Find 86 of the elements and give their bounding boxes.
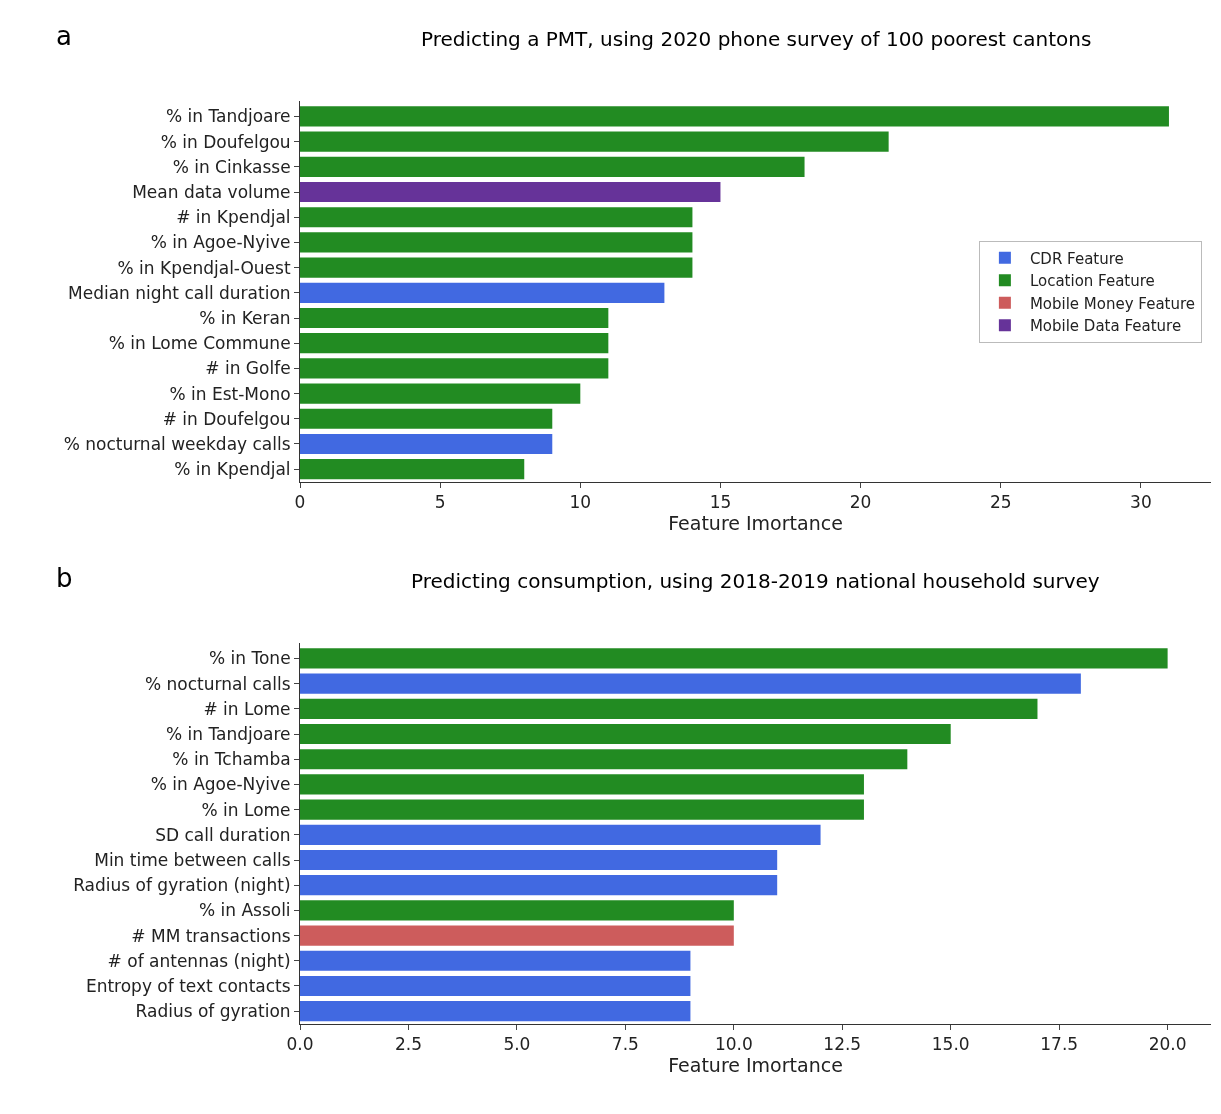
chart-title: Predicting a PMT, using 2020 phone survey of 100 poorest cantons	[421, 27, 1092, 51]
y-tick-label: % in Lome	[201, 799, 291, 820]
bar	[300, 282, 665, 303]
legend-label: Mobile Money Feature	[1029, 294, 1196, 313]
y-tick-label: % in Tandjoare	[165, 106, 291, 127]
bar	[300, 232, 693, 253]
x-tick-label: 30	[1130, 492, 1152, 513]
x-tick-label: 5.0	[503, 1034, 531, 1055]
y-tick-label: % in Lome Commune	[108, 333, 291, 354]
x-tick-label: 20	[849, 492, 872, 513]
bar	[300, 181, 721, 203]
y-tick-label: Mean data volume	[132, 181, 291, 202]
chart-title: Predicting consumption, using 2018-2019 national household survey	[411, 569, 1100, 593]
x-tick-label: 10.0	[714, 1034, 753, 1055]
y-tick-label: # in Golfe	[205, 358, 291, 379]
y-tick-label: Entropy of text contacts	[85, 975, 291, 996]
y-tick-label: % in Tandjoare	[165, 723, 291, 744]
bar	[300, 131, 889, 152]
x-tick-label: 2.5	[394, 1034, 422, 1055]
y-tick-label: # in Doufelgou	[162, 408, 291, 429]
y-tick-label: % in Tone	[209, 648, 291, 669]
y-tick-label: # in Lome	[203, 698, 291, 719]
x-tick-label: 17.5	[1040, 1034, 1079, 1055]
y-tick-label: Radius of gyration	[135, 1001, 291, 1022]
y-tick-label: % in Kpendjal	[174, 459, 291, 480]
y-tick-label: SD call duration	[155, 824, 291, 845]
x-axis-title: Feature Imortance	[668, 1054, 843, 1077]
y-tick-label: % nocturnal weekday calls	[63, 433, 291, 454]
bar	[300, 106, 1169, 127]
x-tick-label: 0	[294, 492, 306, 513]
bar	[300, 824, 821, 845]
y-tick-label: % in Tchamba	[172, 749, 291, 770]
bar	[300, 333, 609, 354]
x-tick-label: 7.5	[611, 1034, 639, 1055]
bar	[300, 433, 553, 455]
y-tick-label: Radius of gyration (night)	[73, 875, 291, 896]
y-tick-label: % in Est-Mono	[169, 383, 291, 404]
bar	[300, 849, 778, 871]
y-tick-label: % in Doufelgou	[160, 131, 291, 152]
bar	[300, 207, 693, 228]
bar	[300, 698, 1038, 719]
x-tick-label: 15	[709, 492, 732, 513]
y-tick-label: % in Kpendjal-Ouest	[117, 257, 291, 278]
y-tick-label: % in Agoe-Nyive	[150, 774, 291, 795]
bar	[300, 257, 693, 278]
x-axis-title: Feature Imortance	[668, 512, 843, 535]
y-tick-label: % in Keran	[199, 307, 291, 328]
x-tick-label: 12.5	[823, 1034, 862, 1055]
legend-label: CDR Feature	[1029, 249, 1124, 268]
y-tick-label: Min time between calls	[94, 849, 291, 870]
x-tick-label: 15.0	[931, 1034, 970, 1055]
y-tick-label: # of antennas (night)	[107, 950, 291, 971]
x-tick-label: 5	[434, 492, 446, 513]
bar	[300, 723, 951, 745]
y-tick-label: % nocturnal calls	[144, 673, 291, 694]
y-tick-label: % in Agoe-Nyive	[150, 232, 291, 253]
bar	[300, 975, 691, 997]
y-tick-label: Median night call duration	[68, 282, 291, 303]
y-tick-label: % in Cinkasse	[172, 156, 291, 177]
bar	[300, 1001, 691, 1022]
bar	[300, 950, 691, 971]
legend-label: Location Feature	[1029, 272, 1155, 291]
bar	[300, 875, 778, 896]
x-tick-label: 0.0	[286, 1034, 314, 1055]
bar	[300, 648, 1168, 669]
bar	[300, 383, 581, 404]
bar	[300, 774, 864, 795]
text: a	[56, 21, 72, 51]
bar	[300, 156, 805, 177]
bar	[300, 900, 734, 921]
x-tick-label: 20.0	[1148, 1034, 1187, 1055]
y-tick-label: # MM transactions	[131, 925, 291, 946]
x-tick-label: 10	[569, 492, 592, 513]
bar	[300, 408, 553, 429]
y-tick-label: # in Kpendjal	[176, 207, 291, 228]
text: b	[56, 563, 73, 593]
bar	[300, 358, 609, 379]
bar	[300, 307, 609, 329]
bar	[300, 925, 734, 946]
bar	[300, 673, 1081, 694]
bar	[300, 749, 908, 770]
x-tick-label: 25	[989, 492, 1012, 513]
legend-label: Mobile Data Feature	[1029, 317, 1182, 336]
bar	[300, 799, 864, 820]
y-tick-label: % in Assoli	[198, 900, 291, 921]
bar	[300, 459, 525, 480]
